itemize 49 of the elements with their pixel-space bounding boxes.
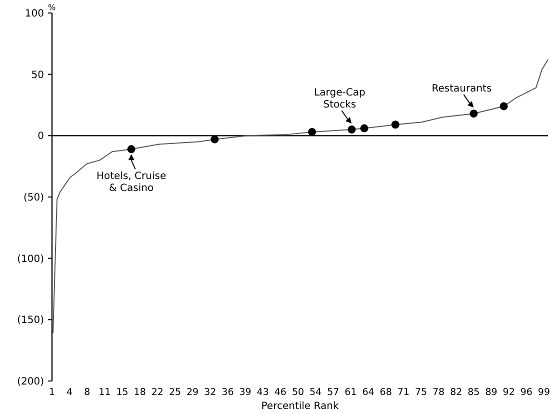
x-tick-label: 71	[397, 387, 410, 398]
y-tick-label: (150)	[17, 315, 44, 326]
x-tick-label: 85	[468, 387, 480, 398]
x-tick-label: 64	[362, 387, 374, 398]
y-tick-label: (100)	[17, 254, 44, 265]
x-tick-label: 39	[239, 387, 252, 398]
annotation: Restaurants	[432, 84, 492, 95]
x-tick-label: 15	[116, 387, 128, 398]
x-tick-label: 75	[414, 387, 428, 398]
x-tick-label: 4	[66, 387, 73, 398]
point	[127, 145, 136, 154]
x-tick-label: 57	[327, 387, 340, 398]
x-tick-label: 11	[98, 387, 111, 398]
x-tick-label: 92	[502, 387, 515, 398]
x-tick-label: 22	[151, 387, 164, 398]
point	[348, 126, 356, 134]
point	[500, 102, 508, 110]
x-tick-label: 89	[485, 387, 498, 398]
x-tick-label: 29	[186, 387, 199, 398]
x-tick-label: 36	[222, 387, 234, 398]
x-axis-title: Percentile Rank	[261, 401, 339, 412]
x-tick-label: 54	[310, 387, 322, 398]
x-tick-label: 8	[84, 387, 90, 398]
x-tick-label: 43	[256, 387, 269, 398]
annotation: Large-Cap Stocks	[314, 88, 366, 111]
x-tick-label: 46	[274, 387, 286, 398]
point	[470, 110, 478, 118]
annotation: Hotels, Cruise & Casino	[96, 171, 166, 194]
x-tick-label: 68	[380, 387, 392, 398]
x-tick-label: 78	[432, 387, 445, 398]
point	[308, 128, 316, 136]
x-tick-label: 25	[168, 387, 182, 398]
y-tick-label: 50	[31, 70, 44, 81]
x-tick-label: 18	[134, 387, 146, 398]
point	[360, 124, 368, 132]
x-tick-label: 1	[48, 387, 56, 398]
x-tick-label: 99	[538, 387, 550, 398]
y-tick-label: (200)	[17, 376, 44, 388]
y-tick-label: (50)	[23, 192, 44, 204]
point	[391, 120, 400, 129]
point	[210, 135, 219, 144]
x-tick-label: 50	[292, 387, 304, 398]
y-axis-title: %	[48, 3, 56, 12]
x-tick-label: 32	[204, 387, 216, 398]
y-tick-label: 100	[24, 8, 44, 20]
x-tick-label: 96	[520, 387, 532, 398]
x-tick-label: 82	[450, 387, 462, 398]
x-tick-label: 61	[344, 387, 357, 398]
y-tick-label: 0	[38, 131, 44, 142]
